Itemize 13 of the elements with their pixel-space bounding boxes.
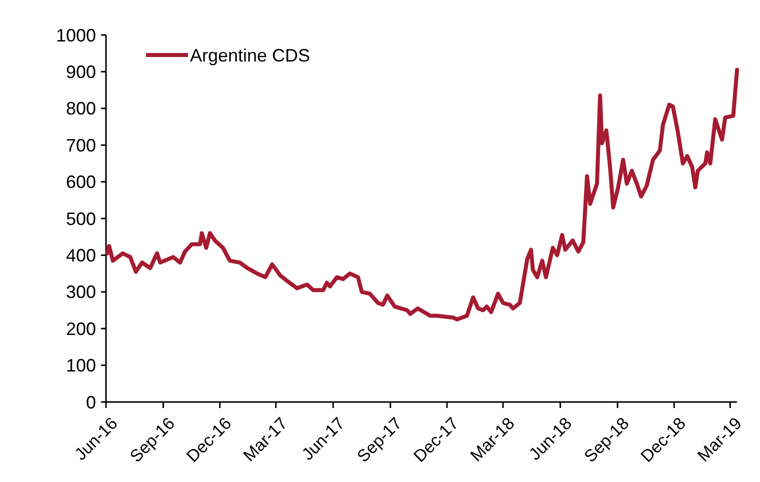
y-tick-label: 1000 <box>56 25 96 46</box>
line-series <box>105 68 739 322</box>
y-tick-label: 600 <box>66 172 96 192</box>
y-tick-label: 400 <box>66 246 96 266</box>
y-tick-label: 500 <box>66 208 96 229</box>
y-tick-label: 900 <box>66 62 96 82</box>
y-tick-label: 700 <box>66 135 96 156</box>
y-tick-label: 200 <box>66 318 96 339</box>
y-tick-label: 300 <box>66 282 96 302</box>
y-tick-label: 0 <box>86 392 96 412</box>
y-tick-label: 100 <box>66 356 96 376</box>
y-tick-label: 800 <box>66 98 96 119</box>
legend-label: Argentine CDS <box>190 45 310 66</box>
